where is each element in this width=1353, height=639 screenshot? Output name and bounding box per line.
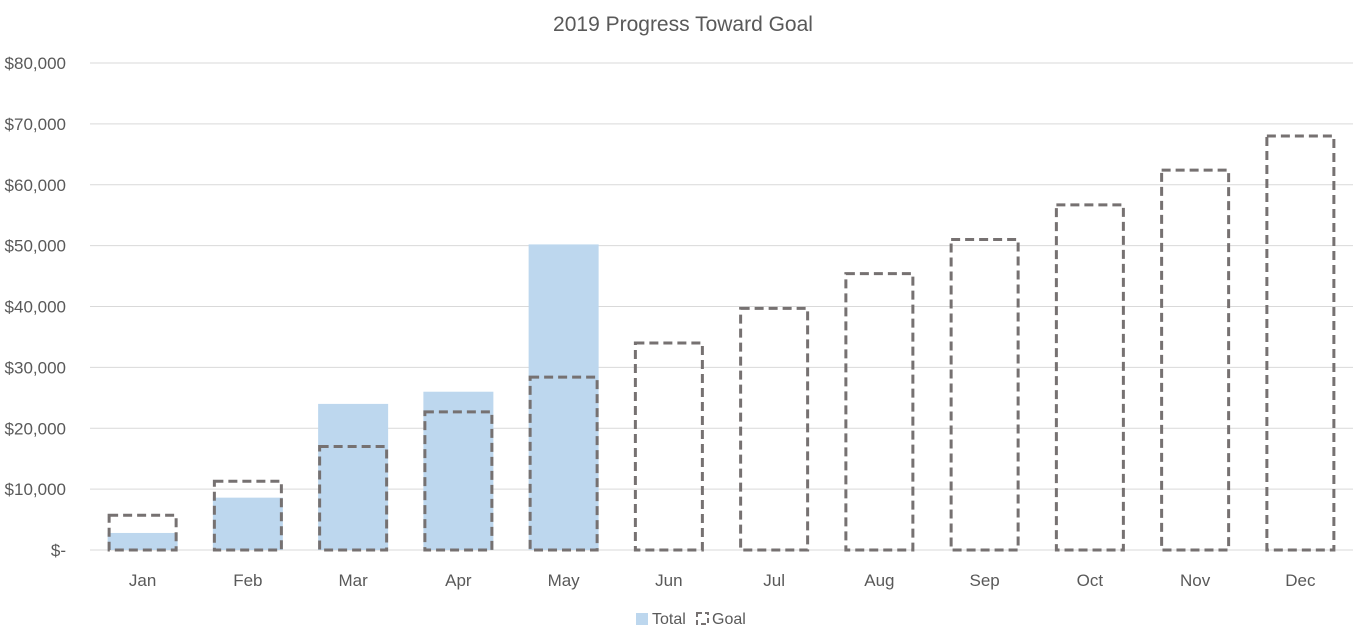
x-tick-label: Jan [129, 571, 156, 590]
x-tick-label: Jun [655, 571, 682, 590]
goal-bar [528, 375, 599, 552]
x-tick-label: Jul [763, 571, 785, 590]
legend-label-goal: Goal [712, 611, 746, 628]
x-tick-label: Aug [864, 571, 894, 590]
goal-bars [107, 134, 1336, 552]
total-bar [528, 244, 599, 550]
x-tick-label: Dec [1285, 571, 1316, 590]
y-tick-label: $60,000 [5, 176, 66, 195]
goal-bar [212, 479, 283, 552]
y-tick-label: $20,000 [5, 419, 66, 438]
goal-bar [1160, 168, 1231, 552]
x-tick-label: Mar [338, 571, 368, 590]
goal-bar [318, 445, 389, 552]
y-tick-label: $30,000 [5, 358, 66, 377]
goal-bar [739, 306, 810, 552]
goal-bar [1054, 203, 1125, 552]
y-tick-label: $50,000 [5, 237, 66, 256]
legend-swatch-total [636, 613, 648, 625]
total-bar [423, 391, 494, 550]
goal-bar [949, 238, 1020, 552]
x-tick-label: Sep [970, 571, 1000, 590]
goal-bar [423, 410, 494, 552]
x-tick-label: Apr [445, 571, 472, 590]
goal-bar [844, 272, 915, 552]
total-bar [212, 497, 283, 550]
total-bar [318, 403, 389, 550]
x-tick-label: Oct [1077, 571, 1104, 590]
goal-bar [107, 513, 178, 552]
goal-bar [1265, 134, 1336, 552]
x-tick-label: May [548, 571, 581, 590]
y-tick-label: $- [51, 541, 66, 560]
x-tick-label: Feb [233, 571, 262, 590]
y-tick-label: $80,000 [5, 54, 66, 73]
x-tick-label: Nov [1180, 571, 1211, 590]
y-tick-label: $40,000 [5, 298, 66, 317]
x-axis: Jan Feb Mar Apr May Jun Jul Aug Sep Oct Nov Dec [129, 571, 1316, 590]
chart-title: 2019 Progress Toward Goal [553, 13, 813, 36]
goal-bar [633, 341, 704, 552]
total-bars [107, 244, 599, 550]
gridlines [90, 62, 1353, 551]
legend: Total Goal [636, 611, 746, 628]
total-bar [107, 532, 178, 550]
y-axis: $- $10,000 $20,000 $30,000 $40,000 $50,000 $60… [5, 54, 66, 560]
y-tick-label: $10,000 [5, 480, 66, 499]
legend-label-total: Total [652, 611, 686, 628]
y-tick-label: $70,000 [5, 115, 66, 134]
legend-swatch-goal [696, 612, 709, 625]
